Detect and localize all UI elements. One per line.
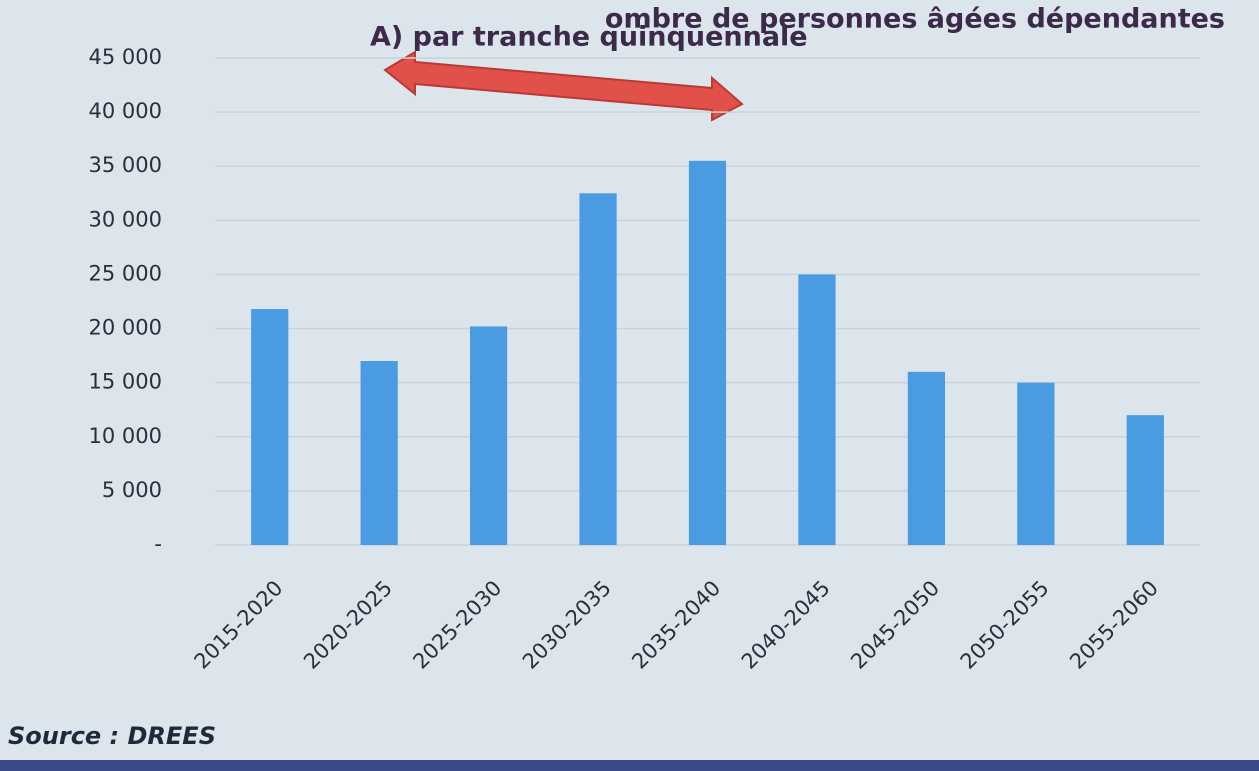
y-tick-label: 10 000 <box>89 424 162 448</box>
y-tick-label: 40 000 <box>89 99 162 123</box>
bar <box>798 274 835 545</box>
bar <box>1127 415 1164 545</box>
chart: ombre de personnes âgées dépendantes A) … <box>0 0 1259 771</box>
y-tick-label: 30 000 <box>89 207 162 231</box>
bar <box>689 161 726 545</box>
source: Source : DREES <box>8 722 216 750</box>
y-tick-label: 25 000 <box>89 261 162 285</box>
bar <box>361 361 398 545</box>
page: ombre de personnes âgées dépendantes A) … <box>0 0 1259 771</box>
y-tick-label: 15 000 <box>89 370 162 394</box>
bar <box>908 372 945 545</box>
y-tick-label: 20 000 <box>89 316 162 340</box>
bar <box>1017 383 1054 545</box>
y-tick-label: 45 000 <box>89 45 162 69</box>
bar <box>579 193 616 545</box>
chart-subtitle: A) par tranche quinquennale <box>370 22 808 53</box>
footer-band <box>0 760 1259 771</box>
y-tick-label: - <box>154 532 162 556</box>
y-tick-label: 35 000 <box>89 153 162 177</box>
bar <box>470 326 507 545</box>
bar <box>251 309 288 545</box>
y-tick-label: 5 000 <box>102 478 162 502</box>
